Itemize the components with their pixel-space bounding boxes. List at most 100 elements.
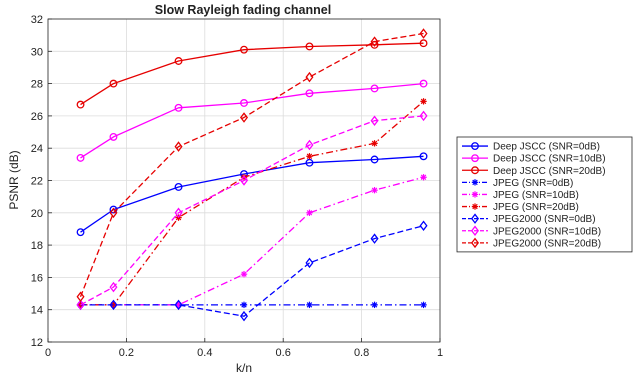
x-tick-label: 0	[45, 347, 51, 359]
series-8	[76, 110, 428, 311]
series-line	[79, 32, 424, 298]
x-tick-label: 1	[437, 347, 443, 359]
data-point	[420, 174, 427, 181]
series-line	[80, 155, 424, 233]
series-line	[80, 115, 424, 306]
legend-marker	[470, 213, 480, 224]
legend-item: Deep JSCC (SNR=0dB)	[462, 142, 600, 153]
legend-item: JPEG (SNR=10dB)	[462, 190, 579, 201]
y-axis-label: PSNR (dB)	[7, 150, 21, 209]
axes: 0 0.2 0.4 0.6 0.8 1 12 14 16 18 20 22 24 26 28 30 32	[31, 14, 443, 359]
y-tick-label: 24	[31, 143, 43, 155]
data-point	[239, 310, 249, 322]
legend-marker	[470, 225, 480, 237]
data-point	[420, 301, 427, 309]
series-line	[80, 176, 424, 306]
data-point	[305, 71, 314, 83]
y-tick-label: 22	[31, 176, 43, 188]
data-point	[109, 79, 118, 88]
legend-item: JPEG (SNR=20dB)	[462, 202, 579, 213]
legend-label: Deep JSCC (SNR=10dB)	[493, 154, 606, 165]
legend-label: JPEG2000 (SNR=10dB)	[493, 226, 601, 237]
data-point	[419, 28, 428, 39]
y-tick-label: 26	[31, 111, 43, 123]
data-point	[370, 115, 379, 127]
data-point	[306, 209, 313, 216]
data-point	[174, 207, 183, 219]
data-point	[419, 79, 428, 88]
legend-label: Deep JSCC (SNR=20dB)	[493, 166, 606, 177]
legend-marker	[471, 179, 479, 186]
legend-label: JPEG2000 (SNR=20dB)	[493, 238, 601, 249]
data-point	[371, 301, 378, 309]
data-point	[419, 39, 428, 48]
data-point	[371, 140, 378, 147]
y-tick-label: 32	[31, 14, 43, 26]
x-tick-label: 0.4	[197, 347, 212, 359]
data-point	[174, 183, 183, 191]
legend-label: JPEG (SNR=20dB)	[493, 202, 579, 213]
legend-label: JPEG (SNR=0dB)	[493, 178, 573, 189]
data-point	[109, 207, 118, 219]
x-tick-label: 0.2	[119, 347, 134, 359]
legend-marker	[471, 191, 479, 198]
y-tick-label: 18	[31, 240, 43, 252]
y-tick-label: 28	[31, 79, 43, 91]
data-point	[76, 291, 85, 303]
data-point	[305, 139, 314, 151]
series-line	[80, 42, 424, 106]
data-point	[306, 301, 313, 309]
data-point	[239, 175, 249, 186]
series-1	[76, 152, 428, 237]
legend-marker	[471, 166, 479, 175]
series-2	[76, 79, 428, 162]
legend-marker	[471, 203, 479, 210]
x-tick-label: 0.8	[354, 347, 369, 359]
data-point	[370, 84, 379, 93]
data-point	[240, 99, 248, 107]
legend-marker	[470, 237, 480, 249]
data-point	[419, 220, 428, 231]
data-point	[109, 281, 118, 293]
data-point	[240, 301, 248, 309]
legend-item: JPEG2000 (SNR=0dB)	[462, 213, 596, 225]
series-line	[80, 82, 424, 159]
data-point	[370, 233, 379, 244]
legend-item: JPEG2000 (SNR=20dB)	[462, 237, 601, 249]
series-group	[76, 28, 428, 322]
data-point	[109, 299, 118, 311]
legend-item: Deep JSCC (SNR=20dB)	[462, 166, 606, 177]
x-tick-label: 0.6	[276, 347, 291, 359]
legend: Deep JSCC (SNR=0dB)Deep JSCC (SNR=10dB)D…	[456, 136, 633, 253]
legend-item: JPEG2000 (SNR=10dB)	[462, 225, 601, 237]
y-tick-label: 30	[31, 46, 43, 58]
data-point	[239, 112, 249, 123]
series-5	[77, 174, 427, 309]
legend-label: Deep JSCC (SNR=0dB)	[493, 142, 600, 153]
legend-marker	[471, 142, 479, 150]
data-point	[76, 228, 85, 237]
data-point	[305, 42, 314, 51]
data-point	[419, 110, 428, 122]
legend-item: Deep JSCC (SNR=10dB)	[462, 154, 606, 165]
legend-label: JPEG2000 (SNR=0dB)	[493, 214, 596, 225]
data-point	[76, 299, 85, 311]
data-point	[240, 270, 248, 278]
data-point	[174, 103, 183, 112]
legend-label: JPEG (SNR=10dB)	[493, 190, 579, 201]
data-point	[371, 186, 378, 194]
x-axis-label: k/n	[236, 361, 252, 375]
y-tick-label: 16	[31, 272, 43, 284]
data-point	[76, 153, 85, 162]
data-point	[306, 153, 313, 160]
series-9	[76, 28, 428, 303]
data-point	[76, 100, 85, 109]
series-3	[76, 39, 428, 109]
data-point	[420, 98, 427, 105]
data-point	[174, 299, 183, 311]
data-point	[305, 257, 314, 269]
data-point	[109, 132, 118, 141]
data-point	[174, 141, 183, 152]
data-point	[370, 36, 379, 47]
